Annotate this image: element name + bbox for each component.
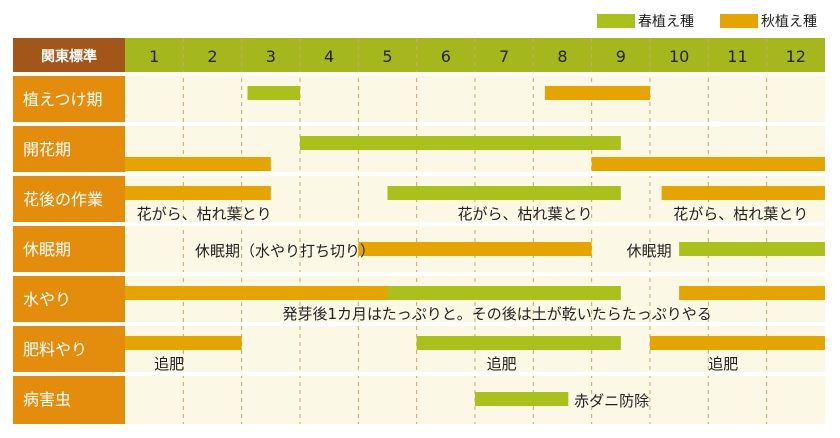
row-label: 花後の作業: [23, 190, 103, 209]
month-label: 9: [616, 47, 626, 66]
bar-note: 花がら、枯れ葉とり: [457, 205, 592, 223]
header-label-cell: [13, 38, 125, 74]
bar-note: 発芽後1カ月はたっぷりと。その後は土が乾いたらたっぷりやる: [282, 305, 711, 323]
row-label-cell: [13, 324, 125, 374]
month-label: 5: [382, 47, 392, 66]
autumn-bar: [591, 157, 825, 171]
autumn-bar: [679, 286, 825, 300]
autumn-bar: [544, 86, 650, 100]
bar-note: 花がら、枯れ葉とり: [673, 205, 808, 223]
month-label: 12: [786, 47, 806, 66]
row-label: 開花期: [23, 140, 71, 159]
row-label: 休眠期: [23, 240, 71, 259]
month-labels: 1 2 3 4 5 6 7 8 9 10 11 12: [149, 47, 806, 66]
month-label: 7: [499, 47, 509, 66]
row-label-cell: [13, 274, 125, 324]
row-label-cell: [13, 74, 125, 124]
autumn-bar: [649, 336, 825, 350]
month-label: 10: [669, 47, 689, 66]
month-label: 8: [557, 47, 567, 66]
autumn-bar: [358, 242, 592, 256]
bar-note: 追肥: [487, 355, 517, 373]
row-label-cell: [13, 374, 125, 424]
spring-bar: [387, 286, 621, 300]
autumn-bar: [125, 157, 271, 171]
spring-bar: [247, 86, 300, 100]
legend-autumn-swatch: [720, 14, 758, 28]
autumn-bar: [125, 286, 388, 300]
autumn-bar: [125, 186, 271, 200]
month-label: 11: [727, 47, 747, 66]
spring-bar: [679, 242, 825, 256]
month-gridlines: [182, 38, 768, 424]
month-label: 6: [441, 47, 451, 66]
spring-bar: [299, 136, 621, 150]
legend-autumn-label: 秋植え種: [761, 14, 817, 30]
bar-note: 追肥: [154, 355, 184, 373]
row-label: 肥料やり: [23, 340, 87, 359]
bar-note: 花がら、枯れ葉とり: [137, 205, 272, 223]
legend-spring-label: 春植え種: [638, 14, 694, 30]
row-label: 植えつけ期: [23, 90, 103, 109]
month-label: 2: [207, 47, 217, 66]
bar-note: 休眠期: [627, 242, 672, 260]
month-label: 4: [324, 47, 334, 66]
month-label: 3: [266, 47, 276, 66]
legend-spring-swatch: [597, 14, 635, 28]
autumn-bar: [661, 186, 825, 200]
bar-note: 赤ダニ防除: [574, 392, 649, 410]
spring-bar: [416, 336, 621, 350]
autumn-bar: [125, 336, 242, 350]
bar-note: 休眠期（水やり打ち切り）: [195, 242, 375, 260]
schedule-bars: [125, 86, 825, 406]
row-label: 水やり: [23, 290, 71, 309]
row-label: 病害虫: [23, 390, 71, 409]
row-label-cell: [13, 124, 125, 174]
chart-frame: 関東標準: [13, 38, 825, 424]
header-label: 関東標準: [41, 48, 97, 65]
row-label-cell: [13, 174, 125, 224]
legend: 春植え種 秋植え種: [597, 14, 817, 30]
row-label-cell: [13, 224, 125, 274]
bar-note: 追肥: [708, 355, 738, 373]
spring-bar: [474, 392, 569, 406]
month-label: 1: [149, 47, 159, 66]
spring-bar: [387, 186, 621, 200]
